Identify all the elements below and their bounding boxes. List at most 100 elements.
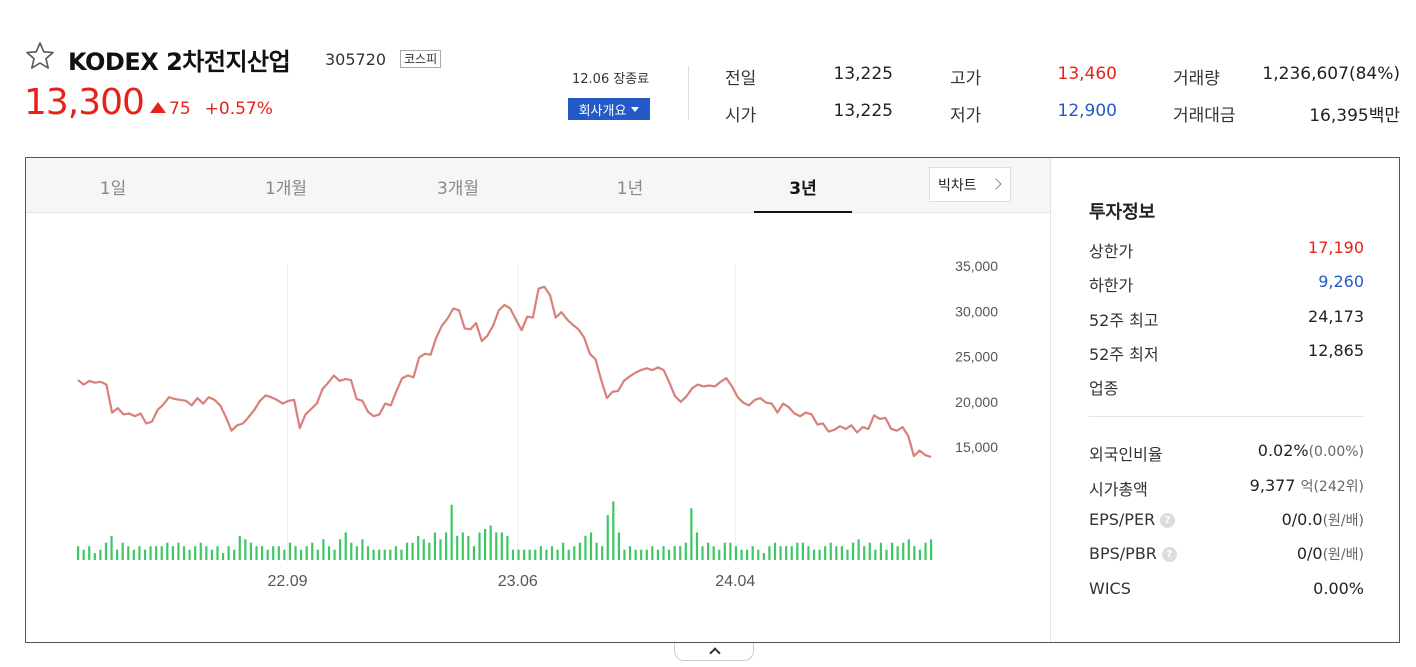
- volume-bar: [779, 546, 782, 560]
- volume-bar: [556, 549, 559, 560]
- volume-bar: [472, 546, 476, 560]
- volume-bar: [355, 546, 358, 560]
- tab-3y[interactable]: 3년: [789, 179, 817, 199]
- volume-bar: [706, 542, 710, 560]
- high-value: 13,460: [1057, 64, 1117, 84]
- volume-bar: [651, 546, 654, 560]
- volume-bar: [539, 546, 542, 560]
- volume-bar: [249, 542, 253, 560]
- volume-bar: [662, 546, 665, 560]
- volume-bar: [495, 532, 498, 560]
- volume-bar: [439, 539, 442, 560]
- volume-bar: [918, 549, 922, 560]
- volume-bar: [149, 546, 152, 560]
- low52-row: 52주 최저 12,865: [1089, 341, 1364, 365]
- y-tick-label: 20,000: [955, 394, 998, 410]
- volume-bar: [690, 508, 693, 560]
- volume-bar: [511, 549, 515, 560]
- price-series-line: [77, 285, 932, 459]
- foreign-ratio-value: 0.02%: [1257, 441, 1309, 460]
- volume-bar: [422, 539, 425, 560]
- volume-bar: [746, 549, 749, 560]
- volume-bar: [116, 549, 119, 560]
- volume-bar: [768, 546, 771, 560]
- volume-bar: [182, 546, 186, 560]
- volume-bar: [818, 549, 821, 560]
- tab-1d[interactable]: 1일: [99, 179, 127, 199]
- volume-bar: [255, 546, 258, 560]
- volume-bar: [846, 549, 849, 560]
- bps-pbr-label: BPS/PBR: [1089, 544, 1157, 563]
- volume-bar: [160, 546, 163, 560]
- volume-bar: [483, 528, 487, 560]
- bps-pbr-value: 0/0: [1296, 544, 1323, 563]
- help-icon[interactable]: ?: [1160, 513, 1176, 528]
- volume-bar: [361, 539, 364, 560]
- y-tick-label: 35,000: [955, 258, 998, 274]
- volume-bar: [528, 549, 531, 560]
- volume-bar: [82, 549, 85, 560]
- volume-bar: [333, 549, 336, 560]
- volume-bar: [93, 553, 96, 560]
- open-label: 시가: [725, 106, 757, 126]
- volume-bar: [612, 501, 615, 560]
- x-tick-label: 23.06: [498, 573, 538, 590]
- volume-bar: [411, 542, 414, 560]
- high52-value: 24,173: [1308, 307, 1364, 326]
- foreign-ratio-label: 외국인비율: [1089, 445, 1163, 464]
- volume-bar: [623, 549, 626, 560]
- high52-row: 52주 최고 24,173: [1089, 307, 1364, 331]
- volume-bar: [394, 546, 397, 560]
- volume-bar: [785, 546, 788, 560]
- market-status: 12.06 장종료: [572, 72, 650, 87]
- volume-bar: [305, 546, 308, 560]
- market-cap-row: 시가총액 9,377 억(242위): [1089, 476, 1364, 500]
- volume-bar: [428, 542, 431, 560]
- volume-bar: [121, 542, 124, 560]
- big-chart-button[interactable]: 빅차트: [929, 167, 1011, 202]
- volume-bar: [461, 532, 464, 560]
- volume-bar: [885, 549, 888, 560]
- price-chart[interactable]: 22.09 23.06 24.04 35,000 30,000 25,000 20,000 1…: [26, 214, 1050, 642]
- volume-bar: [316, 549, 319, 560]
- tab-3m[interactable]: 3개월: [436, 179, 480, 199]
- volume-bar: [667, 549, 671, 560]
- volume-bar: [188, 549, 191, 560]
- volume-bar: [383, 549, 386, 560]
- period-tabs: 1일 1개월 3개월 1년 3년 빅차트: [26, 158, 1050, 213]
- company-overview-button[interactable]: 회사개요: [568, 98, 650, 120]
- volume-bar: [573, 546, 576, 560]
- investment-info-title: 투자정보: [1089, 202, 1156, 223]
- volume-bar: [930, 539, 933, 560]
- volume-bar: [327, 546, 331, 560]
- help-icon[interactable]: ?: [1161, 547, 1177, 562]
- collapse-chart-button[interactable]: [674, 643, 754, 661]
- tab-1m[interactable]: 1개월: [264, 179, 308, 199]
- volume-bar: [294, 546, 297, 560]
- investment-info: 투자정보 상한가 17,190 하한가 9,260 52주 최고 24,173 …: [1050, 158, 1399, 642]
- volume-bar: [489, 525, 492, 560]
- high-label: 고가: [950, 69, 982, 89]
- volume-bar: [857, 539, 860, 560]
- lower-limit-label: 하한가: [1089, 276, 1134, 295]
- volume-bar: [177, 542, 180, 560]
- y-tick-label: 25,000: [955, 349, 998, 365]
- volume-bar: [210, 549, 214, 560]
- volume-bar: [199, 542, 202, 560]
- volume-bar: [127, 546, 130, 560]
- market-cap-rank: (242위): [1313, 479, 1364, 495]
- volume-bar: [924, 542, 927, 560]
- stock-code: 305720: [325, 50, 387, 69]
- chevron-right-icon: [990, 178, 1002, 190]
- volume-bar: [143, 549, 147, 560]
- favorite-star-icon[interactable]: [24, 40, 56, 72]
- volume-bar: [829, 542, 832, 560]
- tab-1y[interactable]: 1년: [616, 179, 644, 199]
- volume-bar: [762, 553, 765, 560]
- foreign-ratio-row: 외국인비율 0.02%(0.00%): [1089, 441, 1364, 465]
- volume-bar: [673, 546, 676, 560]
- wics-label: WICS: [1089, 579, 1131, 598]
- sector-label: 업종: [1089, 379, 1119, 398]
- volume-bar: [729, 542, 732, 560]
- volume-bar: [227, 546, 230, 560]
